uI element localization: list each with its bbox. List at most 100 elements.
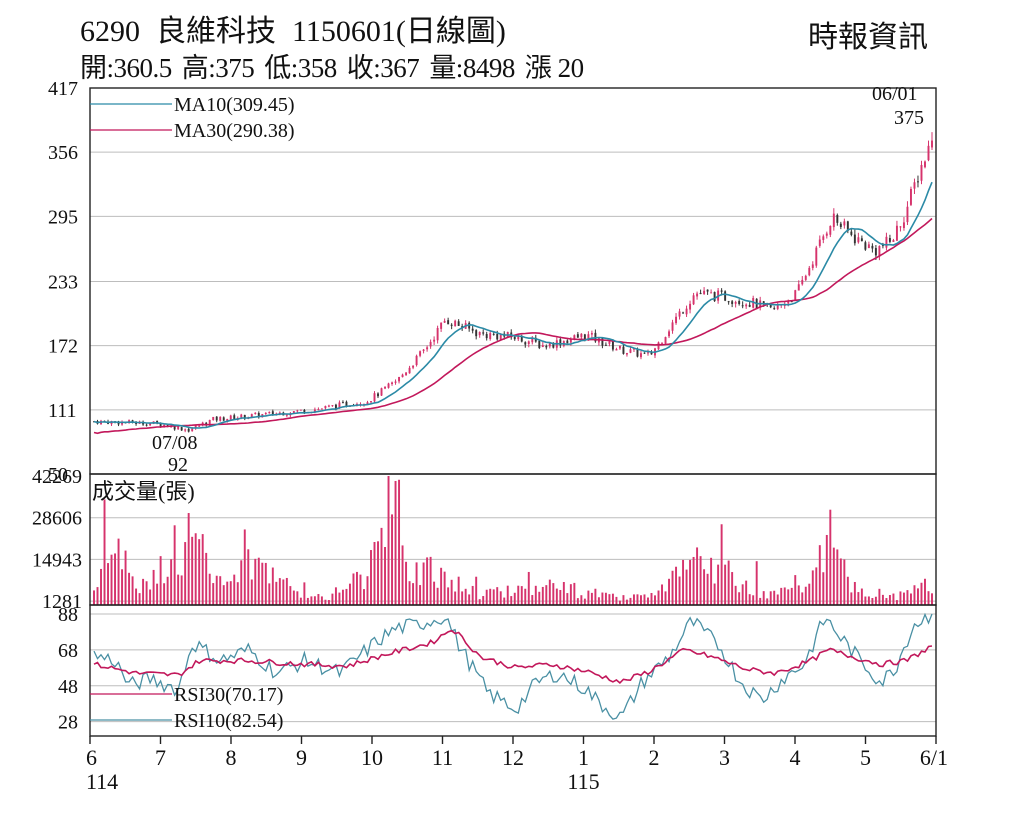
quote-line: 開:360.5 高:375 低:358 收:367 量:8498 漲 20: [80, 46, 594, 85]
candle-body: [233, 415, 236, 420]
volume-bar: [492, 589, 495, 605]
volume-bar: [363, 589, 365, 605]
volume-bar: [359, 574, 362, 605]
volume-bar: [902, 592, 905, 605]
candle-body: [391, 382, 394, 385]
volume-bar: [555, 588, 558, 605]
candle-body: [650, 351, 653, 355]
volume-bar: [261, 562, 264, 605]
candle-body: [629, 349, 632, 353]
volume-bar: [205, 552, 208, 605]
volume-bar: [857, 592, 860, 605]
candle-body: [899, 226, 902, 228]
volume-bar: [650, 592, 653, 605]
candle-body: [615, 349, 618, 351]
candle-body: [860, 238, 863, 242]
candle-body: [895, 225, 898, 241]
volume-bar: [724, 564, 727, 605]
volume-bar: [576, 598, 579, 605]
candle-body: [545, 345, 548, 348]
candle-body: [257, 412, 260, 418]
stock-name: 良維科技: [156, 15, 276, 48]
volume-bar: [394, 480, 397, 605]
candle-body: [373, 393, 376, 402]
volume-bar: [682, 559, 685, 605]
candle-body: [271, 411, 274, 415]
candle-body: [313, 409, 316, 412]
volume-bar: [906, 590, 909, 605]
candle-body: [920, 164, 923, 181]
candle-body: [548, 342, 551, 347]
volume-bar: [801, 592, 804, 605]
candle-body: [566, 340, 569, 344]
volume-bar: [534, 585, 537, 605]
ma-legend-label: MA30(290.38): [174, 120, 295, 142]
candle-body: [198, 425, 201, 427]
volume-bar: [254, 558, 257, 605]
candle-body: [618, 345, 621, 349]
candle-body: [867, 244, 870, 249]
volume-bar: [731, 572, 734, 605]
candle-body: [499, 334, 502, 340]
rsi-tick-label: 88: [58, 604, 78, 626]
rsi30-line: [93, 629, 933, 684]
candle-body: [713, 292, 716, 302]
volume-bar: [107, 563, 109, 605]
candle-body: [177, 426, 180, 430]
quote-open: 開:360.5: [80, 53, 172, 83]
candle-body: [278, 412, 281, 414]
volume-bar: [384, 547, 386, 605]
x-tick-label: 10: [361, 745, 383, 770]
volume-bar: [212, 583, 215, 605]
candle-body: [433, 339, 436, 342]
candle-body: [534, 337, 537, 342]
volume-bar: [419, 585, 422, 605]
candle-body: [583, 334, 586, 340]
volume-bar: [391, 514, 394, 605]
candle-body: [885, 236, 888, 248]
volume-bar: [804, 586, 807, 605]
volume-bar: [931, 593, 933, 605]
candle-body: [345, 401, 348, 407]
price-tick-label: 50: [48, 464, 68, 486]
volume-bar: [268, 583, 271, 605]
candle-body: [815, 247, 818, 266]
candle-body: [825, 233, 828, 236]
candle-body: [341, 402, 344, 404]
candle-body: [454, 320, 457, 327]
volume-bar: [720, 524, 723, 605]
volume-bar: [790, 587, 793, 605]
candle-body: [296, 410, 299, 412]
candle-body: [601, 338, 604, 346]
candle-body: [226, 418, 229, 422]
candle-body: [194, 425, 197, 429]
volume-bar: [573, 582, 576, 605]
volume-bar: [664, 591, 667, 605]
candle-body: [678, 311, 681, 317]
volume-bar: [794, 575, 797, 605]
volume-bar: [457, 576, 460, 605]
volume-bar: [713, 583, 716, 605]
candle-body: [149, 423, 152, 426]
volume-bar: [808, 583, 811, 605]
candle-body: [394, 381, 397, 383]
candle-body: [927, 145, 930, 161]
volume-bar: [499, 591, 502, 605]
candle-body: [801, 279, 804, 285]
panel-frames: [89, 87, 937, 744]
volume-bar: [604, 592, 607, 605]
volume-bar: [881, 594, 884, 605]
volume-bar: [313, 596, 316, 605]
x-year-label: 114: [86, 769, 118, 794]
candle-body: [443, 320, 446, 323]
volume-bar: [706, 573, 709, 605]
volume-bar: [538, 591, 541, 605]
volume-bar: [657, 590, 660, 605]
candle-body: [471, 328, 474, 331]
volume-bar: [110, 554, 113, 605]
volume-bar: [450, 579, 453, 605]
volume-bar: [447, 587, 450, 605]
candle-body: [675, 316, 678, 324]
candle-body: [727, 301, 730, 303]
candlesticks: [93, 132, 933, 433]
